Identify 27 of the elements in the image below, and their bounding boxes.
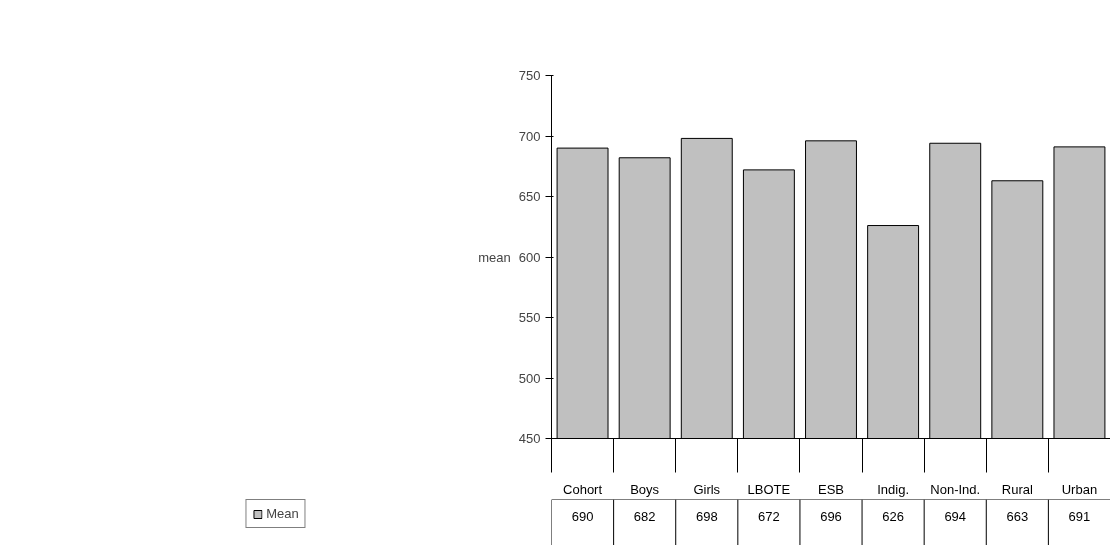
x-tick-label: Cohort	[563, 481, 603, 497]
x-tick-label: Girls	[693, 481, 721, 497]
data-label: 682	[633, 509, 656, 525]
y-tick-label: 700	[518, 128, 541, 144]
y-tick-label: 500	[518, 370, 541, 386]
x-tick-label: Rural	[1001, 481, 1033, 497]
data-label: 698	[695, 509, 718, 525]
x-tick-label: ESB	[817, 481, 845, 497]
data-label: 663	[1006, 509, 1029, 525]
y-axis-title: mean	[478, 249, 511, 265]
legend-label: Mean	[266, 506, 299, 521]
y-tick-label: 450	[518, 431, 541, 446]
x-tick-label: Urban	[1061, 481, 1098, 497]
y-tick-label: 600	[518, 249, 541, 265]
data-label: 691	[1068, 509, 1091, 525]
data-label: 672	[758, 509, 780, 525]
data-label: 696	[820, 509, 842, 525]
x-tick-label: LBOTE	[747, 481, 791, 497]
x-tick-label: Non-Ind.	[930, 481, 981, 497]
x-tick-label: Indig.	[877, 481, 910, 497]
y-tick-label: 750	[518, 68, 541, 83]
x-tick-label: Boys	[630, 481, 660, 497]
data-label: 694	[944, 509, 967, 525]
y-tick-label: 550	[518, 310, 541, 325]
data-label: 690	[571, 509, 594, 525]
y-tick-label: 650	[518, 189, 541, 204]
data-label: 626	[882, 509, 904, 525]
